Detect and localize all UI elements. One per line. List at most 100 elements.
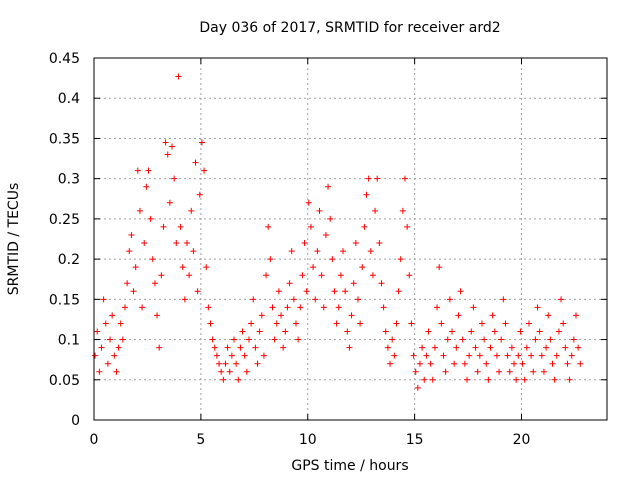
data-point — [143, 183, 150, 190]
data-point — [113, 368, 120, 375]
data-point — [508, 344, 515, 351]
data-point — [228, 352, 235, 359]
data-point — [342, 288, 349, 295]
data-point — [241, 352, 248, 359]
data-point — [421, 376, 428, 383]
data-point — [577, 360, 584, 367]
data-point — [115, 344, 122, 351]
data-point — [307, 223, 314, 230]
data-point — [359, 264, 366, 271]
data-point — [136, 207, 143, 214]
data-point — [226, 368, 233, 375]
data-point — [429, 376, 436, 383]
data-point — [344, 328, 351, 335]
data-point — [468, 328, 475, 335]
data-point — [502, 320, 509, 327]
data-point — [500, 296, 507, 303]
plot-frame — [93, 57, 608, 421]
data-point — [532, 336, 539, 343]
data-point — [387, 360, 394, 367]
data-point — [188, 207, 195, 214]
data-point — [284, 304, 291, 311]
y-axis-label: SRMTID / TECUs — [6, 183, 22, 296]
data-point — [540, 368, 547, 375]
data-point — [111, 352, 118, 359]
data-point — [525, 320, 532, 327]
data-point — [476, 352, 483, 359]
data-point — [419, 344, 426, 351]
data-point — [367, 248, 374, 255]
data-point — [374, 175, 381, 182]
data-point — [442, 368, 449, 375]
data-point — [410, 352, 417, 359]
data-point — [423, 352, 430, 359]
data-point — [376, 240, 383, 247]
data-point — [487, 344, 494, 351]
data-point — [459, 336, 466, 343]
x-axis-label: GPS time / hours — [291, 458, 408, 474]
data-point — [498, 336, 505, 343]
data-point — [436, 264, 443, 271]
data-point — [474, 368, 481, 375]
data-point — [318, 272, 325, 279]
data-point — [134, 167, 141, 174]
data-point — [425, 328, 432, 335]
data-point — [169, 143, 176, 150]
data-point — [173, 240, 180, 247]
data-point — [160, 223, 167, 230]
data-point — [201, 167, 208, 174]
data-point — [209, 336, 216, 343]
data-point — [466, 352, 473, 359]
data-point — [205, 304, 212, 311]
data-point — [260, 352, 267, 359]
data-point — [303, 288, 310, 295]
data-point — [493, 352, 500, 359]
data-point — [333, 320, 340, 327]
data-point — [239, 328, 246, 335]
grid-lines — [94, 58, 607, 420]
data-point — [286, 280, 293, 287]
data-point — [478, 320, 485, 327]
data-point — [463, 376, 470, 383]
data-point — [329, 256, 336, 263]
data-point — [248, 320, 255, 327]
data-point — [357, 320, 364, 327]
data-point — [301, 240, 308, 247]
data-point — [288, 248, 295, 255]
data-point — [269, 304, 276, 311]
data-point — [489, 312, 496, 319]
data-point — [455, 312, 462, 319]
data-point — [107, 336, 114, 343]
data-point — [265, 223, 272, 230]
data-point — [491, 328, 498, 335]
data-point — [149, 256, 156, 263]
data-point — [575, 344, 582, 351]
data-point — [389, 336, 396, 343]
data-point — [98, 344, 105, 351]
data-point — [109, 312, 116, 319]
data-point — [292, 320, 299, 327]
data-point — [348, 312, 355, 319]
data-point — [139, 304, 146, 311]
data-point — [171, 175, 178, 182]
data-point — [372, 207, 379, 214]
data-point — [538, 352, 545, 359]
data-point — [186, 272, 193, 279]
data-point — [192, 159, 199, 166]
data-point — [395, 288, 402, 295]
data-point — [340, 248, 347, 255]
data-point — [194, 288, 201, 295]
data-point — [162, 139, 169, 146]
data-point — [331, 288, 338, 295]
data-point — [519, 360, 526, 367]
data-point — [555, 328, 562, 335]
data-point — [335, 304, 342, 311]
data-point — [564, 360, 571, 367]
data-point — [130, 288, 137, 295]
data-point — [434, 304, 441, 311]
y-tick-label: 0.15 — [49, 292, 80, 308]
data-point — [528, 352, 535, 359]
data-point — [271, 336, 278, 343]
data-points — [92, 73, 584, 391]
data-point — [220, 376, 227, 383]
